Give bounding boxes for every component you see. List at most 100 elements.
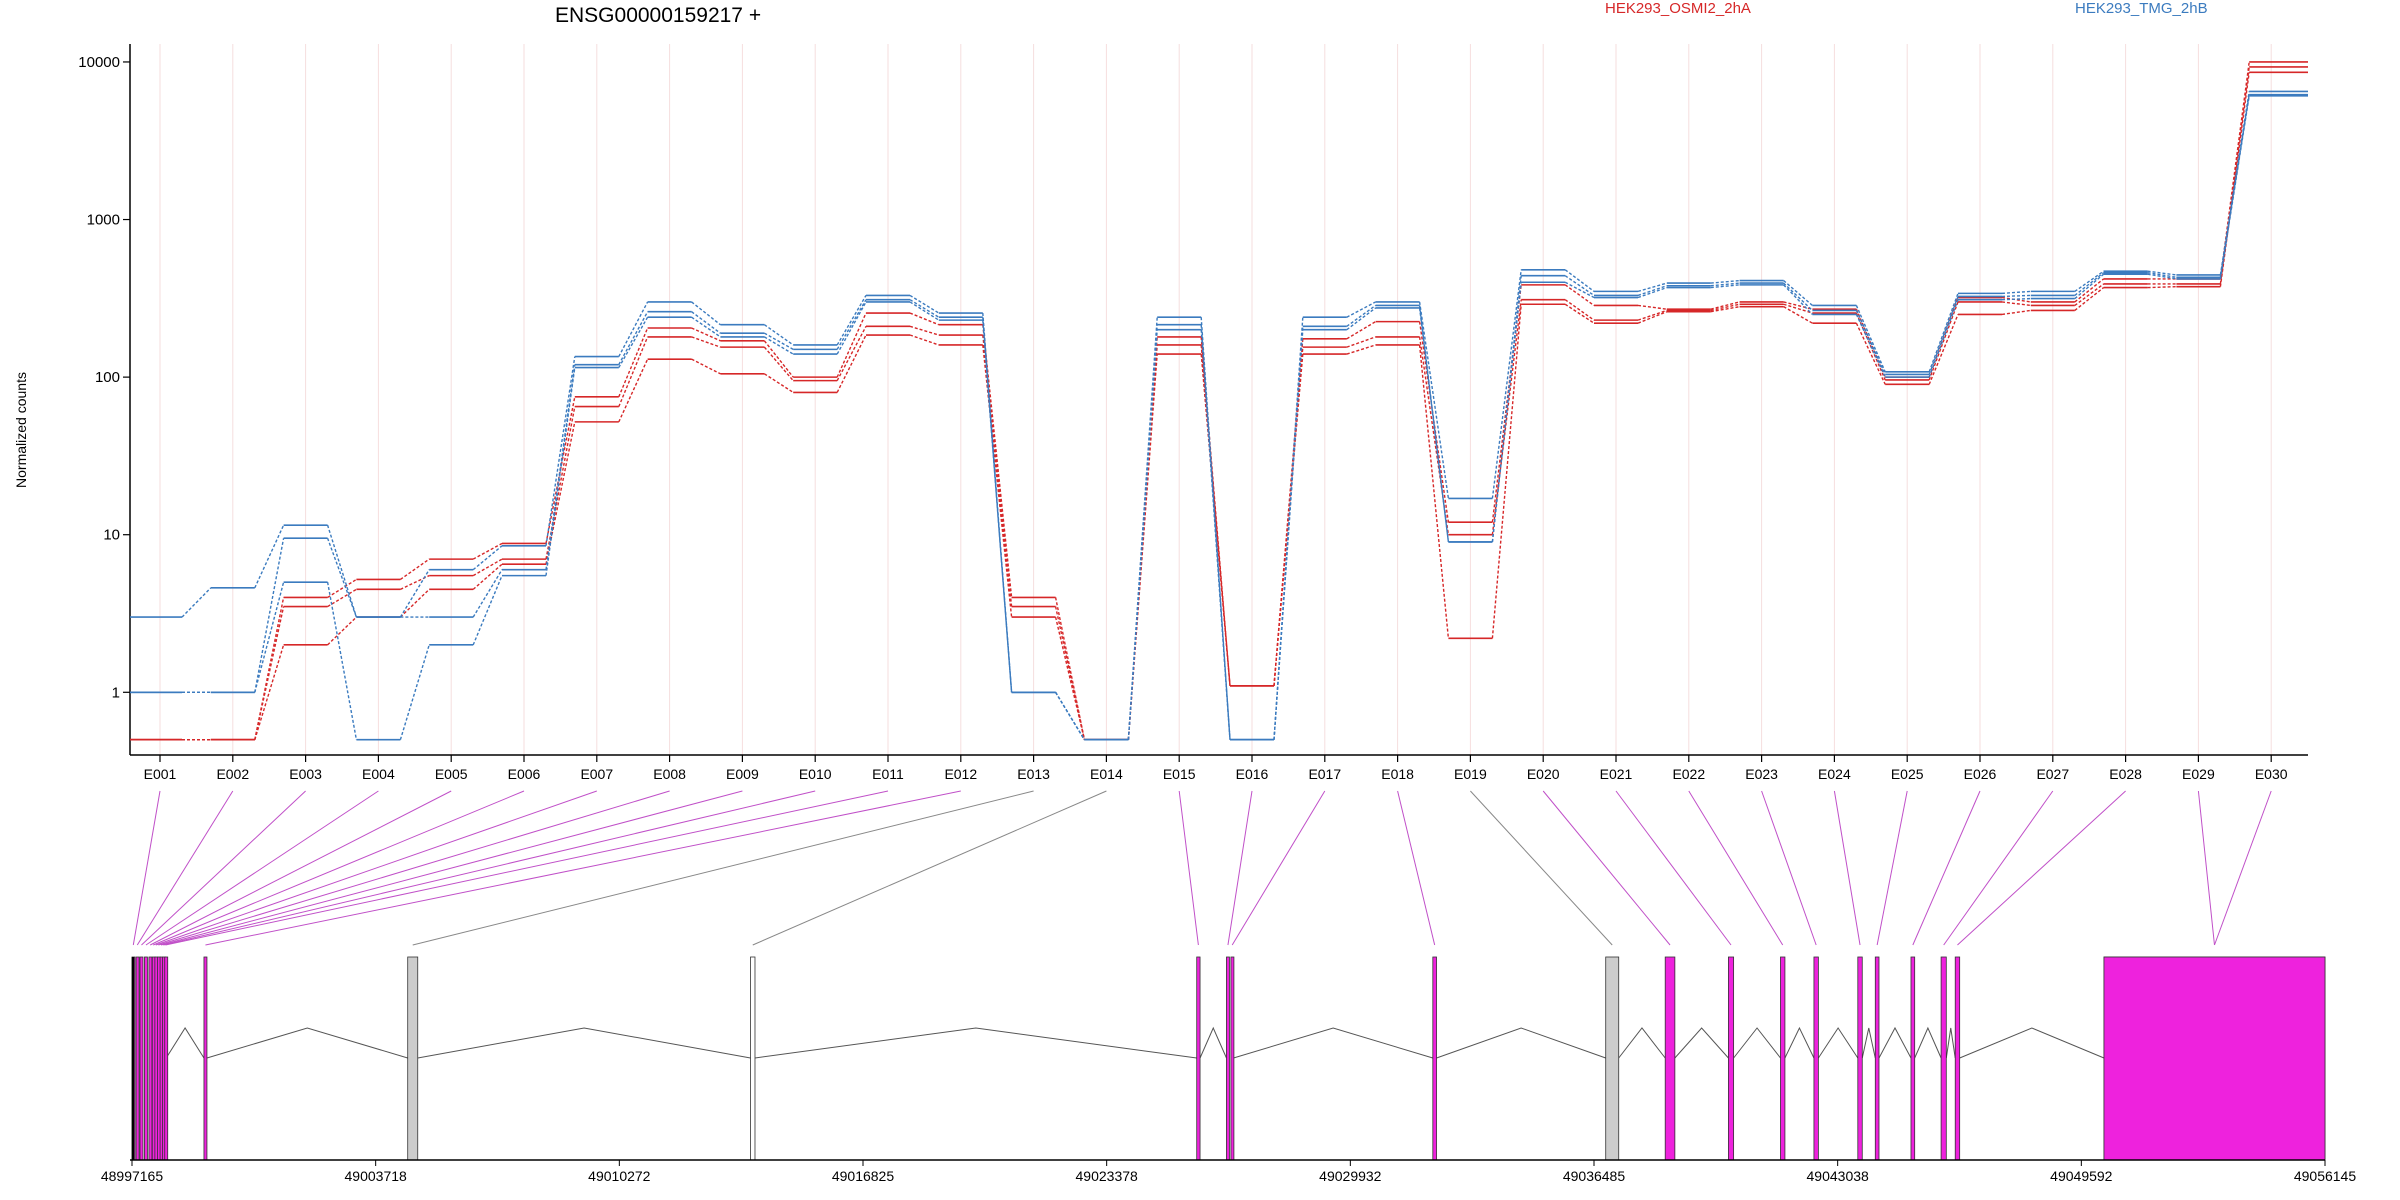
- series-transition: [1273, 329, 1304, 740]
- series-transition: [1710, 301, 1740, 310]
- series-transition: [1783, 306, 1813, 324]
- x-tick-label: E023: [1745, 766, 1778, 782]
- exon-box: [1857, 956, 1863, 1161]
- series-transition: [909, 299, 940, 318]
- x-tick-label: E018: [1381, 766, 1414, 782]
- series-transition: [1710, 303, 1740, 312]
- series-transition: [1637, 304, 1667, 310]
- series-transition: [2001, 309, 2031, 316]
- genome-axis: 48997165 49003718 49010272 49016825 49023378…: [101, 1159, 2356, 1184]
- exon-connector: [1470, 790, 1613, 946]
- intron-line: [417, 1027, 751, 1059]
- series-transition: [326, 582, 358, 740]
- series-transition: [472, 542, 503, 560]
- category-gridlines: [159, 44, 2272, 755]
- x-tick-label: E029: [2182, 766, 2215, 782]
- series-transition: [1783, 301, 1813, 310]
- genome-tick-label: 49049592: [2050, 1168, 2113, 1184]
- series-transition: [1418, 344, 1450, 639]
- series: [130, 66, 2308, 741]
- series-transition: [618, 358, 649, 423]
- series-transition: [2147, 285, 2177, 289]
- exon-connector: [160, 790, 743, 946]
- series-transition: [2001, 297, 2031, 301]
- exon-box: [135, 956, 140, 1161]
- exon-connector: [1943, 790, 2054, 946]
- series-transition: [1054, 597, 1086, 740]
- series-transition: [1855, 322, 1886, 385]
- series-transition: [1637, 285, 1668, 297]
- series-transition: [836, 301, 867, 355]
- series-transition: [1346, 344, 1376, 355]
- series-transition: [545, 406, 576, 560]
- exon-connector: [412, 790, 1034, 946]
- x-tick-label: E020: [1527, 766, 1560, 782]
- x-tick-label: E008: [653, 766, 686, 782]
- gene-model: [131, 956, 2326, 1161]
- y-tick-label: 1: [112, 684, 120, 701]
- series-transition: [2001, 290, 2031, 295]
- series-transition: [982, 317, 1013, 693]
- series-transition: [1127, 354, 1158, 740]
- series-transition: [254, 606, 285, 740]
- series-transition: [1491, 304, 1522, 639]
- series-transition: [545, 421, 576, 565]
- exon-box: [1432, 956, 1437, 1161]
- series-transition: [472, 545, 503, 571]
- exon-box: [1728, 956, 1735, 1161]
- series-transition: [1637, 311, 1668, 324]
- x-tick-label: E022: [1672, 766, 1705, 782]
- series-transition: [2001, 301, 2031, 307]
- genome-tick-label: 49010272: [588, 1168, 651, 1184]
- series-transition: [1200, 354, 1231, 686]
- series-transition: [836, 334, 867, 393]
- y-tick-label: 10: [103, 527, 120, 544]
- series-transition: [1346, 307, 1377, 331]
- series-transition: [691, 336, 721, 348]
- series-transition: [472, 563, 503, 590]
- genome-tick-label: 49043038: [1807, 1168, 1870, 1184]
- series-transition: [618, 311, 649, 365]
- intron-line: [1436, 1027, 1606, 1059]
- exon-box: [1226, 956, 1230, 1161]
- exon-box: [750, 956, 756, 1161]
- exon-box: [1874, 956, 1880, 1161]
- series-transition: [181, 587, 212, 618]
- exon-connector: [141, 790, 306, 946]
- series-transition: [909, 312, 940, 326]
- exon-connectors: [132, 790, 2272, 946]
- series-transition: [618, 301, 649, 357]
- x-tick-label: E026: [1964, 766, 1997, 782]
- intron-line: [1733, 1027, 1781, 1059]
- x-tick-label: E021: [1600, 766, 1633, 782]
- series-transition: [2074, 287, 2105, 311]
- series-transition: [2074, 278, 2105, 303]
- x-tick-label: E019: [1454, 766, 1487, 782]
- genome-tick-label: 49003718: [345, 1168, 408, 1184]
- series-transition: [399, 588, 430, 618]
- series-transition: [1783, 303, 1813, 314]
- y-tick-label: 10000: [78, 54, 120, 71]
- intron-line: [1233, 1027, 1433, 1059]
- series-transition: [326, 537, 358, 618]
- series-transition: [763, 346, 794, 382]
- series-transition: [1200, 329, 1231, 740]
- series-transition: [1564, 284, 1595, 307]
- series-transition: [399, 569, 430, 618]
- series-transition: [399, 644, 430, 740]
- series-transition: [982, 344, 1013, 618]
- x-tick-label: E017: [1308, 766, 1341, 782]
- series-transition: [545, 367, 576, 576]
- series-transition: [545, 356, 576, 546]
- x-tick-label: E001: [144, 766, 177, 782]
- series-transition: [2074, 270, 2105, 292]
- x-tick-label: E030: [2255, 766, 2288, 782]
- series-transition: [1127, 329, 1158, 740]
- series: [130, 90, 2308, 741]
- exon-box: [139, 956, 144, 1161]
- exon-box: [2103, 956, 2326, 1161]
- series-transition: [836, 326, 867, 381]
- series-transition: [326, 524, 358, 618]
- series: [130, 71, 2308, 741]
- x-tick-label: E016: [1236, 766, 1269, 782]
